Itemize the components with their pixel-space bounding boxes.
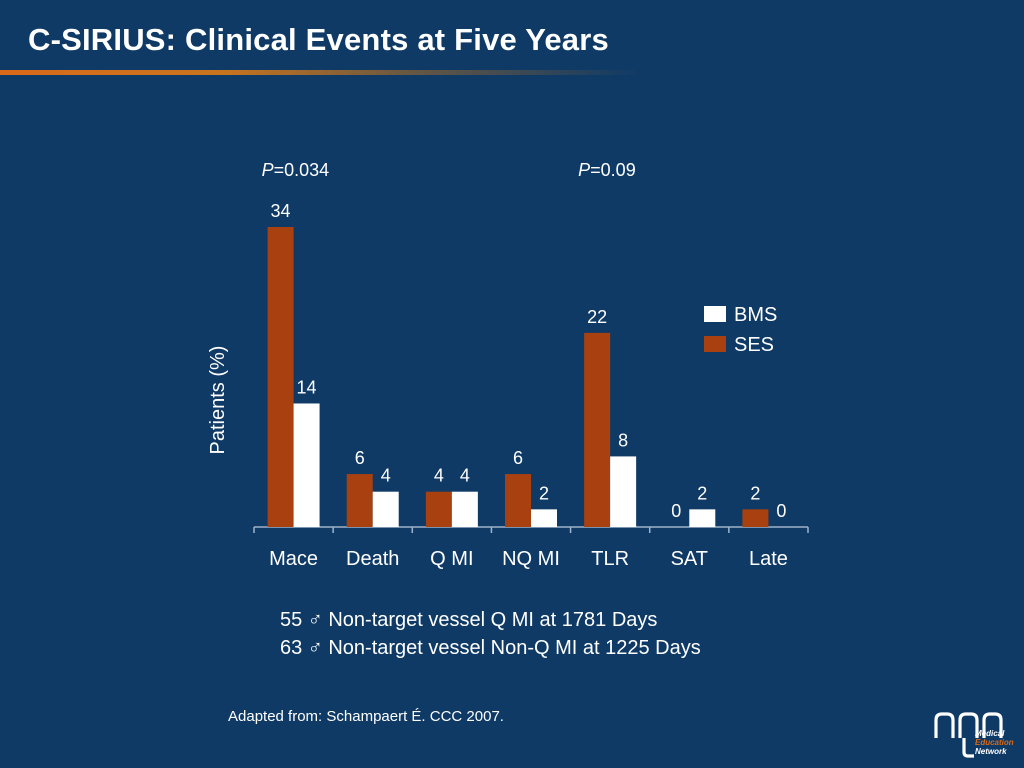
category-label: Mace [269,548,318,570]
bar-bms-death [372,491,399,527]
legend-label-bms: BMS [734,304,777,326]
value-label-bms: 8 [618,430,628,450]
category-label: Late [749,548,788,570]
legend-swatch-bms [704,306,726,322]
chart-annotations: P=0.034 P=0.09 [262,160,636,180]
value-label-ses: 34 [271,201,291,221]
bar-bms-sat [689,509,716,527]
value-label-bms: 0 [776,501,786,521]
value-label-ses: 0 [671,501,681,521]
category-label: NQ MI [502,548,560,570]
bar-ses-tlr [584,332,611,527]
source-citation: Adapted from: Schampaert É. CCC 2007. [228,708,504,725]
chart-legend: BMS SES [704,304,777,356]
bar-bms-mace [293,403,320,527]
bar-ses-nq-mi [505,474,531,527]
chart-category-labels: Mace Death Q MI NQ MI TLR SAT Late [269,548,788,570]
value-label-bms: 4 [460,466,470,486]
category-label: TLR [591,548,629,570]
y-axis-label: Patients (%) [207,346,229,455]
category-label: SAT [671,548,708,570]
value-label-ses: 22 [587,307,607,327]
logo-text-line: Medical [975,729,1005,738]
bar-ses-late [742,509,769,527]
legend-label-ses: SES [734,334,774,356]
value-label-ses: 2 [750,483,760,503]
p-value-annotation: P=0.09 [578,160,636,180]
category-label: Death [346,548,399,570]
value-label-ses: 6 [355,448,365,468]
logo-mark [934,712,1003,758]
slide-title: C-SIRIUS: Clinical Events at Five Years [28,22,609,57]
chart-axes [253,526,809,533]
value-label-bms: 4 [381,466,391,486]
title-underline [0,70,640,75]
bar-bms-tlr [610,456,637,527]
value-label-bms: 2 [697,483,707,503]
value-label-ses: 4 [434,466,444,486]
legend-swatch-ses [704,336,726,352]
footnotes: 55 ♂ Non-target vessel Q MI at 1781 Days… [280,606,701,662]
logo-text-line: Network [975,747,1007,756]
category-label: Q MI [430,548,473,570]
bar-ses-death [346,474,373,527]
bar-ses-mace [267,227,294,527]
value-label-ses: 6 [513,448,523,468]
value-label-bms: 2 [539,483,549,503]
footnote-line: 63 ♂ Non-target vessel Non-Q MI at 1225 … [280,637,701,659]
bar-bms-nq-mi [531,509,557,527]
p-value-annotation: P=0.034 [262,160,330,180]
value-label-bms: 14 [297,377,317,397]
footnote-line: 55 ♂ Non-target vessel Q MI at 1781 Days [280,609,658,631]
bar-ses-q-mi [425,491,452,527]
chart-bars [267,227,769,527]
bar-bms-q-mi [451,491,478,527]
logo-text-line: Education [975,738,1014,747]
medical-education-network-logo: Medical Education Network [934,712,1014,758]
